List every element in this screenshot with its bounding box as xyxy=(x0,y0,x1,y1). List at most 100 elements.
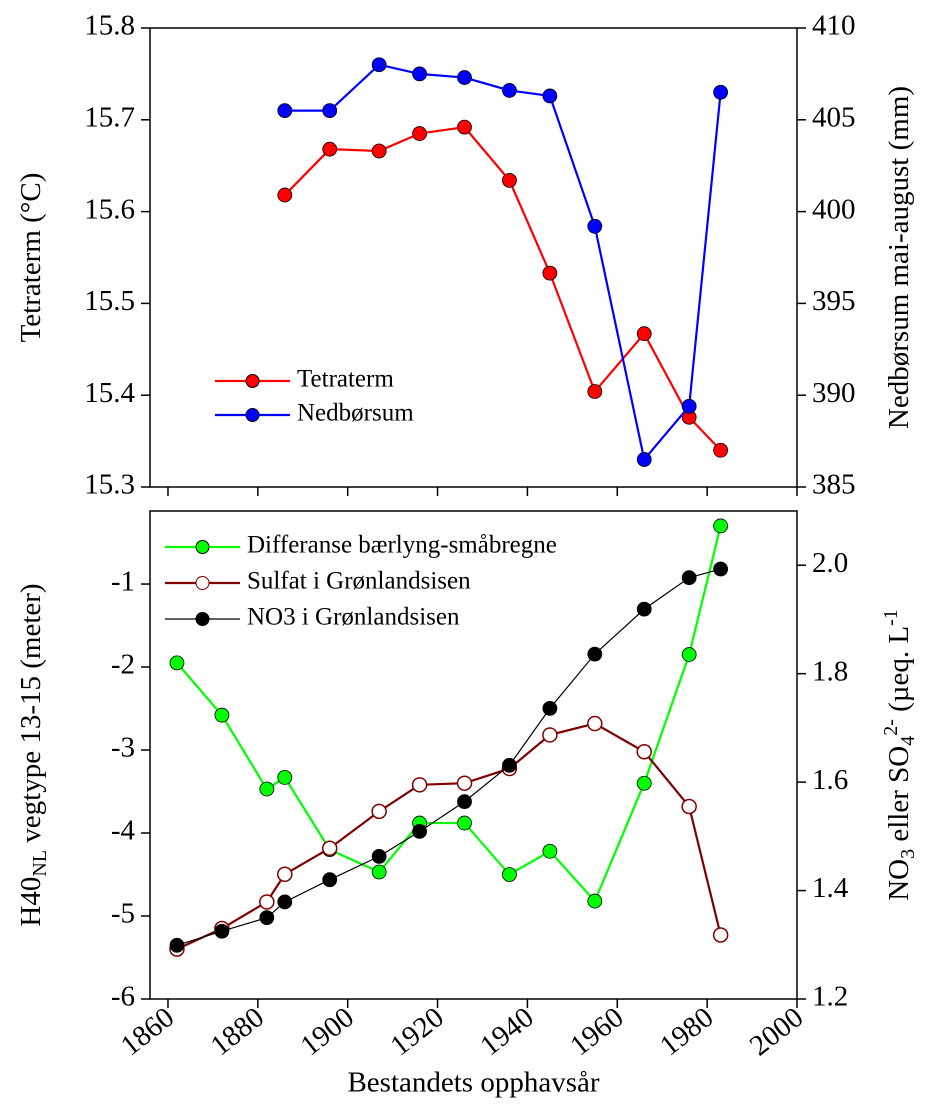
axis-title-part: 4 xyxy=(897,736,919,746)
y2-axis-title: Nedbørsum mai-august (mm) xyxy=(883,86,915,429)
y-tick-label: 15.8 xyxy=(84,10,135,42)
data-point xyxy=(636,601,652,617)
plot-frame xyxy=(149,27,798,488)
data-point xyxy=(502,83,517,98)
data-point xyxy=(371,864,387,880)
data-point xyxy=(259,894,275,910)
data-point xyxy=(502,867,517,882)
y2-tick-label: 1.2 xyxy=(812,981,848,1013)
y2-tick-label: 395 xyxy=(812,285,856,317)
data-point xyxy=(214,707,230,723)
data-point xyxy=(371,848,387,864)
axis-title-part: NO xyxy=(883,859,915,901)
data-point xyxy=(713,518,729,534)
data-point xyxy=(636,452,652,467)
y2-tick-label: 400 xyxy=(812,193,856,225)
axis-title-part: vegtype 13-15 (meter) xyxy=(15,583,47,850)
axis-title-part: -1 xyxy=(880,609,902,626)
axis-title-part: 2- xyxy=(880,719,902,736)
y-tick-label: 15.7 xyxy=(84,101,135,133)
data-point xyxy=(457,119,472,135)
data-point xyxy=(277,770,293,785)
data-point xyxy=(412,66,427,82)
data-point xyxy=(322,103,338,119)
legend-marker xyxy=(245,374,260,388)
data-point xyxy=(681,798,697,815)
data-point xyxy=(259,781,275,797)
y-axis-title: H40NL vegtype 13-15 (meter) xyxy=(15,583,51,926)
x-tick-label: 1920 xyxy=(384,1001,449,1062)
x-tick-label: 1980 xyxy=(654,1001,719,1062)
data-point xyxy=(321,840,338,857)
y-axis-title: Tetraterm (°C) xyxy=(15,173,47,343)
data-point xyxy=(411,777,428,793)
y2-axis-title: NO3 eller SO42- (µeq. L-1 xyxy=(880,609,919,901)
data-point xyxy=(681,647,697,662)
y-tick-label: -6 xyxy=(111,981,135,1013)
legend-marker xyxy=(195,576,210,590)
data-point xyxy=(457,794,472,810)
y2-tick-label: 2.0 xyxy=(812,547,848,579)
data-point xyxy=(587,715,603,732)
data-point xyxy=(259,910,275,926)
legend-label: Nedbørsum xyxy=(297,400,414,427)
legend-label: NO3 i Grønlandsisen xyxy=(247,604,460,631)
y-tick-label: -3 xyxy=(111,732,135,764)
data-point xyxy=(587,218,603,234)
legend-label: Differanse bærlyng-småbregne xyxy=(247,532,557,559)
x-tick-label: 2000 xyxy=(744,1001,809,1062)
axis-title-part: eller SO xyxy=(883,746,915,849)
data-point xyxy=(322,872,338,888)
data-point xyxy=(712,927,729,943)
data-point xyxy=(169,937,185,953)
data-point xyxy=(542,727,558,743)
data-point xyxy=(542,843,558,859)
data-point xyxy=(542,265,558,281)
y2-tick-label: 1.8 xyxy=(812,655,848,687)
axis-title-part: H40 xyxy=(15,877,47,927)
y-tick-label: 15.3 xyxy=(84,469,135,501)
y-tick-label: 15.5 xyxy=(84,285,135,317)
y2-tick-label: 1.4 xyxy=(812,872,849,904)
data-point xyxy=(713,442,729,458)
data-point xyxy=(277,866,293,883)
data-point xyxy=(371,57,387,73)
data-point xyxy=(713,84,729,100)
data-point xyxy=(587,384,603,399)
data-point xyxy=(681,398,697,414)
y2-tick-label: 1.6 xyxy=(812,764,848,796)
data-point xyxy=(277,187,293,203)
y2-tick-label: 405 xyxy=(812,101,856,133)
legend-marker xyxy=(195,540,210,554)
data-point xyxy=(214,923,230,939)
legend-label: Sulfat i Grønlandsisen xyxy=(247,568,471,595)
axis-title-part: 3 xyxy=(897,849,919,859)
y-tick-label: -5 xyxy=(111,898,135,930)
axis-title-part: (µeq. L xyxy=(883,626,915,719)
y2-tick-label: 410 xyxy=(812,10,856,42)
x-axis-title: Bestandets opphavsår xyxy=(347,1067,599,1099)
y-tick-label: -4 xyxy=(111,815,136,847)
data-point xyxy=(636,743,652,760)
data-point xyxy=(542,88,558,104)
axis-title-part: NL xyxy=(29,850,51,877)
x-tick-label: 1880 xyxy=(205,1001,270,1062)
data-point xyxy=(456,775,473,791)
data-point xyxy=(587,893,603,909)
data-point xyxy=(542,700,558,716)
data-point xyxy=(457,815,472,831)
legend-label: Tetraterm xyxy=(297,366,394,393)
data-point xyxy=(412,824,427,839)
data-point xyxy=(502,172,517,188)
y2-tick-label: 390 xyxy=(812,377,856,409)
plot-frame xyxy=(149,510,798,1000)
x-tick-label: 1940 xyxy=(474,1001,539,1062)
x-tick-label: 1960 xyxy=(564,1001,629,1062)
data-point xyxy=(636,775,652,791)
data-point xyxy=(457,70,472,85)
data-point xyxy=(636,326,652,342)
data-point xyxy=(277,894,293,910)
data-point xyxy=(713,561,729,577)
y-tick-label: -1 xyxy=(111,566,135,598)
